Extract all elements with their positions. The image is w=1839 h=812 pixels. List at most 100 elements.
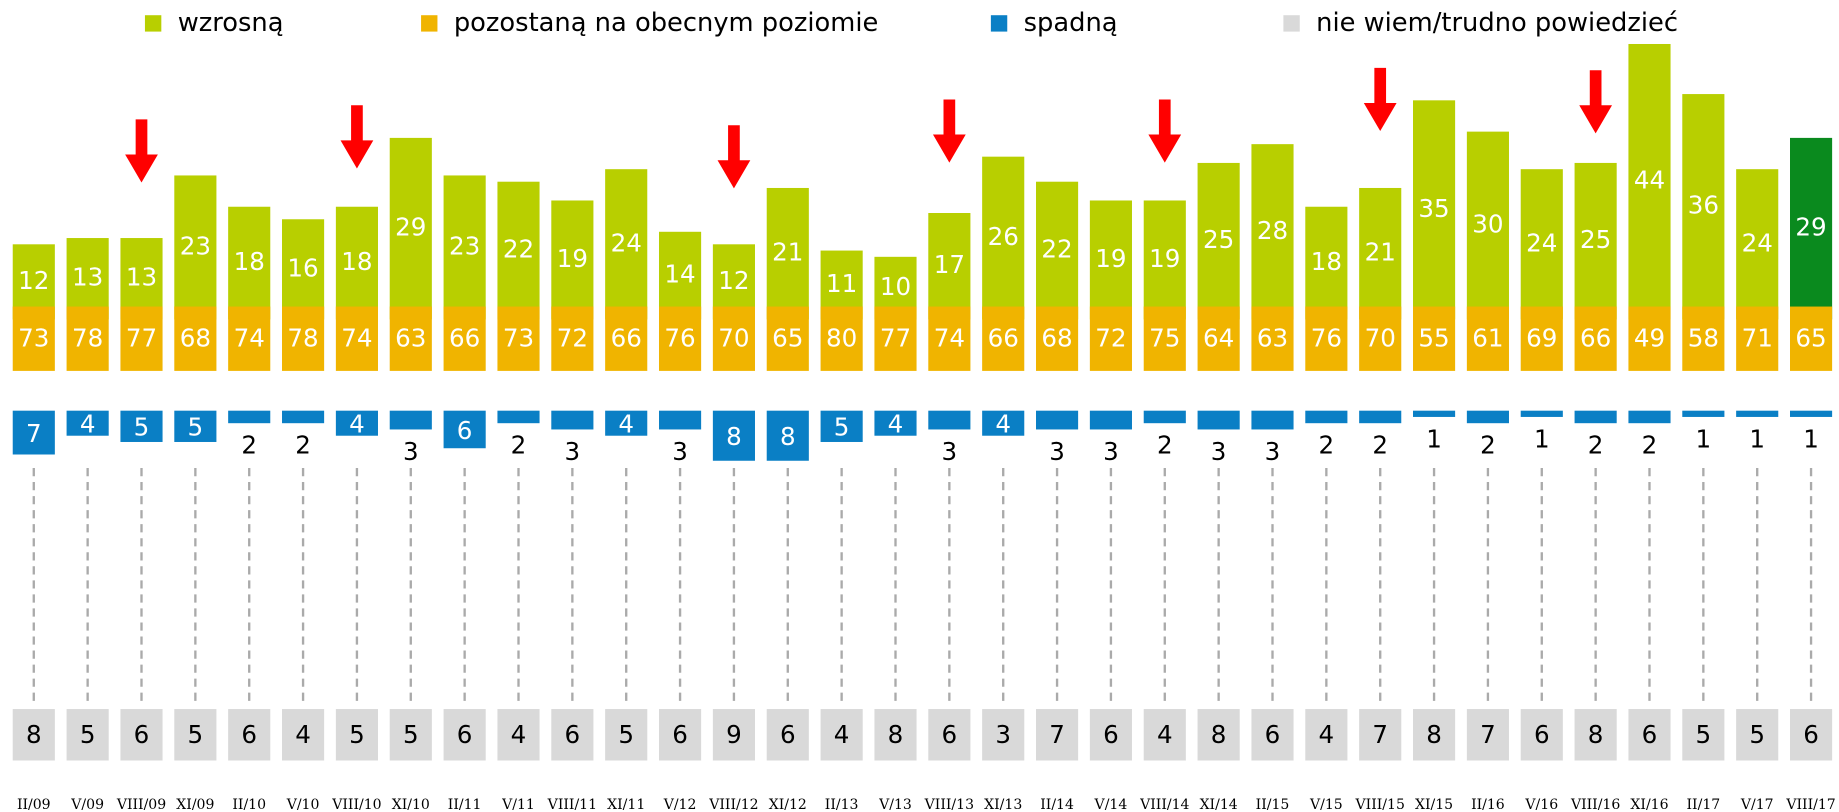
value-label: 6: [1803, 720, 1819, 749]
bar: [1143, 410, 1186, 424]
x-tick-label: II/10: [232, 797, 266, 812]
bar: [120, 238, 163, 320]
bar: [820, 410, 863, 442]
bar: [1520, 410, 1563, 417]
x-tick-label: XI/12: [769, 797, 807, 812]
value-label: 5: [349, 720, 365, 749]
box: [120, 709, 163, 761]
arrow: [1579, 70, 1613, 134]
bar: [1628, 410, 1671, 424]
bar: [1305, 410, 1348, 424]
value-label: 8: [726, 422, 742, 451]
arrow: [340, 105, 374, 169]
box: [982, 709, 1025, 761]
bar: [874, 410, 917, 436]
value-label: 2: [1588, 431, 1604, 460]
value-label: 36: [1688, 191, 1719, 220]
value-label: 8: [1426, 720, 1442, 749]
value-label: 2: [295, 431, 311, 460]
value-label: 5: [1696, 720, 1712, 749]
legend-label: wzrosną: [178, 8, 284, 38]
x-tick-label: VIII/15: [1355, 797, 1405, 812]
value-label: 7: [26, 419, 42, 448]
x-tick-label: V/15: [1309, 797, 1343, 812]
value-label: 5: [834, 413, 850, 442]
box: [1036, 709, 1079, 761]
value-label: 6: [134, 720, 150, 749]
value-label: 2: [1319, 431, 1335, 460]
value-label: 44: [1634, 166, 1665, 195]
x-tick-label: V/17: [1740, 797, 1774, 812]
value-label: 3: [672, 437, 688, 466]
value-label: 6: [1103, 720, 1119, 749]
bar: [497, 181, 540, 320]
box: [1520, 306, 1563, 371]
box: [874, 709, 917, 761]
value-label: 25: [1580, 225, 1611, 254]
value-label: 14: [664, 260, 695, 289]
bar: [1036, 181, 1079, 320]
x-tick-label: II/13: [825, 797, 859, 812]
box: [928, 306, 971, 371]
bar: [1790, 410, 1833, 417]
value-label: 6: [942, 720, 958, 749]
value-label: 5: [1749, 720, 1765, 749]
value-label: 2: [1157, 431, 1173, 460]
x-tick-label: XI/14: [1200, 797, 1238, 812]
value-label: 5: [80, 720, 96, 749]
value-label: 22: [1041, 235, 1072, 264]
value-label: 78: [72, 323, 103, 352]
x-tick-label: XI/09: [176, 797, 214, 812]
value-label: 3: [995, 720, 1011, 749]
bar: [1143, 200, 1186, 320]
box: [712, 306, 755, 371]
box: [389, 306, 432, 371]
value-label: 66: [1580, 323, 1611, 352]
box: [1682, 709, 1725, 761]
bar: [1413, 410, 1456, 417]
bar: [497, 410, 540, 424]
bar: [1736, 410, 1779, 417]
box: [282, 306, 325, 371]
value-label: 16: [287, 253, 318, 282]
bar: [174, 175, 217, 320]
value-label: 5: [134, 413, 150, 442]
x-tick-label: II/14: [1040, 797, 1074, 812]
value-label: 2: [1372, 431, 1388, 460]
x-tick-label: II/09: [17, 797, 51, 812]
box: [335, 709, 378, 761]
bar: [282, 219, 325, 320]
value-label: 65: [772, 323, 803, 352]
bar: [1089, 410, 1132, 430]
box: [389, 709, 432, 761]
value-label: 68: [1041, 323, 1072, 352]
bar: [1520, 169, 1563, 320]
value-label: 75: [1149, 323, 1180, 352]
x-tick-label: VIII/17: [1785, 797, 1835, 812]
box: [820, 709, 863, 761]
x-tick-label: VIII/14: [1139, 797, 1189, 812]
value-label: 74: [234, 323, 265, 352]
value-label: 6: [780, 720, 796, 749]
value-label: 3: [1103, 437, 1119, 466]
bar: [335, 410, 378, 436]
value-label: 28: [1257, 216, 1288, 245]
box: [1359, 709, 1402, 761]
box: [659, 709, 702, 761]
bar: [443, 175, 486, 320]
value-label: 64: [1203, 323, 1234, 352]
box: [497, 306, 540, 371]
value-label: 71: [1742, 323, 1773, 352]
bar: [228, 206, 271, 320]
box: [1413, 306, 1456, 371]
box: [1036, 306, 1079, 371]
value-label: 3: [565, 437, 581, 466]
box: [120, 306, 163, 371]
bar: [66, 238, 109, 320]
value-label: 61: [1472, 323, 1503, 352]
box: [1251, 306, 1294, 371]
box: [1197, 709, 1240, 761]
value-label: 4: [80, 410, 96, 439]
box: [12, 709, 55, 761]
x-tick-label: VIII/12: [708, 797, 758, 812]
